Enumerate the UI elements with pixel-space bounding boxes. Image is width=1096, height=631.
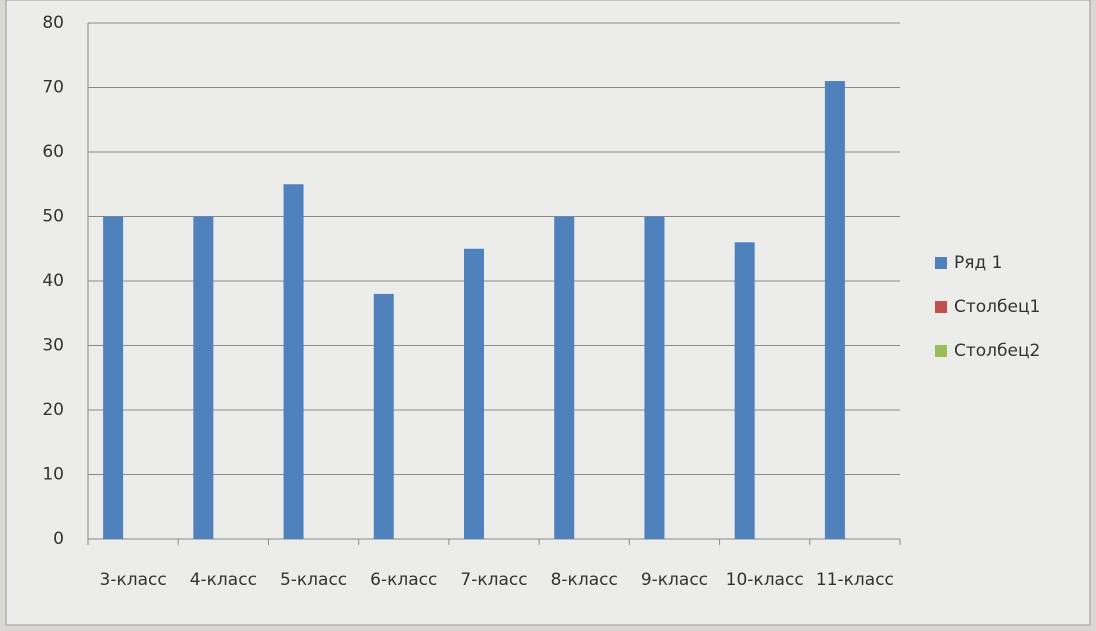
x-tick-label: 11-класс: [816, 570, 894, 590]
x-tick-label: 5-класс: [280, 570, 347, 590]
y-tick-label: 80: [42, 13, 64, 33]
y-tick-label: 60: [42, 142, 64, 162]
legend-label: Столбец2: [954, 341, 1040, 361]
legend-swatch: [935, 301, 947, 313]
bar: [824, 81, 845, 540]
bar: [283, 184, 304, 539]
bar: [554, 216, 575, 539]
y-tick-label: 30: [42, 336, 64, 356]
x-tick-label: 3-класс: [100, 570, 167, 590]
y-tick-label: 70: [42, 78, 64, 98]
bar: [644, 216, 665, 539]
y-tick-label: 0: [53, 529, 64, 549]
legend-swatch: [935, 257, 947, 269]
bar: [734, 242, 755, 540]
bar: [464, 248, 484, 539]
x-tick-label: 4-класс: [190, 570, 257, 590]
y-tick-label: 10: [42, 465, 64, 485]
bar: [193, 216, 214, 539]
bar: [373, 293, 394, 539]
legend-label: Ряд 1: [954, 253, 1002, 273]
x-tick-label: 6-класс: [370, 570, 437, 590]
y-tick-label: 20: [42, 400, 64, 420]
x-tick-label: 10-класс: [726, 570, 804, 590]
y-tick-label: 50: [42, 207, 64, 227]
y-tick-label: 40: [42, 271, 64, 291]
x-tick-label: 7-класс: [460, 570, 527, 590]
bar: [103, 216, 124, 539]
chart-background: [5, 0, 1091, 626]
x-tick-label: 8-класс: [551, 570, 618, 590]
legend-swatch: [935, 345, 947, 357]
legend-label: Столбец1: [954, 297, 1040, 317]
x-tick-label: 9-класс: [641, 570, 708, 590]
